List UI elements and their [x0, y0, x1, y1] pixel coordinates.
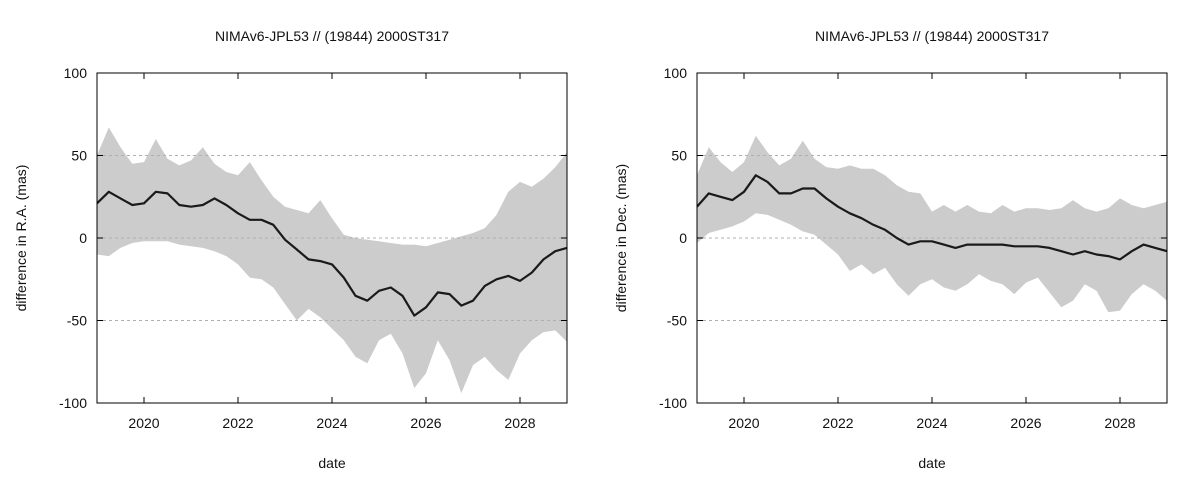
y-tick-label: -100 [659, 395, 687, 411]
chart-title: NIMAv6-JPL53 // (19844) 2000ST317 [215, 28, 449, 44]
y-tick-label: 100 [64, 65, 88, 81]
y-tick-label: -50 [67, 313, 87, 329]
x-tick-label: 2028 [504, 415, 535, 431]
y-axis-label: difference in R.A. (mas) [13, 165, 29, 312]
uncertainty-band [97, 127, 567, 394]
y-tick-label: 100 [664, 65, 688, 81]
uncertainty-band [697, 135, 1167, 313]
x-tick-label: 2026 [410, 415, 441, 431]
y-tick-label: 50 [71, 148, 87, 164]
x-tick-label: 2026 [1010, 415, 1041, 431]
x-tick-label: 2028 [1104, 415, 1135, 431]
x-tick-label: 2024 [316, 415, 347, 431]
y-tick-label: 0 [679, 230, 687, 246]
chart-title: NIMAv6-JPL53 // (19844) 2000ST317 [815, 28, 1049, 44]
x-tick-label: 2024 [916, 415, 947, 431]
ra-chart-panel: -100 -50 0 50 100 2020 2022 2024 2026 2028 NIMAv6-… [13, 28, 568, 471]
x-tick-label: 2020 [728, 415, 759, 431]
y-tick-label: -100 [59, 395, 87, 411]
y-axis-label: difference in Dec. (mas) [613, 164, 629, 312]
x-tick-label: 2020 [128, 415, 159, 431]
x-axis-label: date [918, 455, 945, 471]
y-tick-label: -50 [667, 313, 687, 329]
x-axis-label: date [318, 455, 345, 471]
difference-line [697, 174, 1167, 261]
dec-chart-panel: -100 -50 0 50 100 2020 2022 2024 2026 2028 NIMAv6-… [613, 28, 1168, 471]
y-tick-label: 0 [79, 230, 87, 246]
x-tick-label: 2022 [822, 415, 853, 431]
y-tick-label: 50 [671, 148, 687, 164]
x-tick-label: 2022 [222, 415, 253, 431]
difference-line [97, 190, 567, 317]
